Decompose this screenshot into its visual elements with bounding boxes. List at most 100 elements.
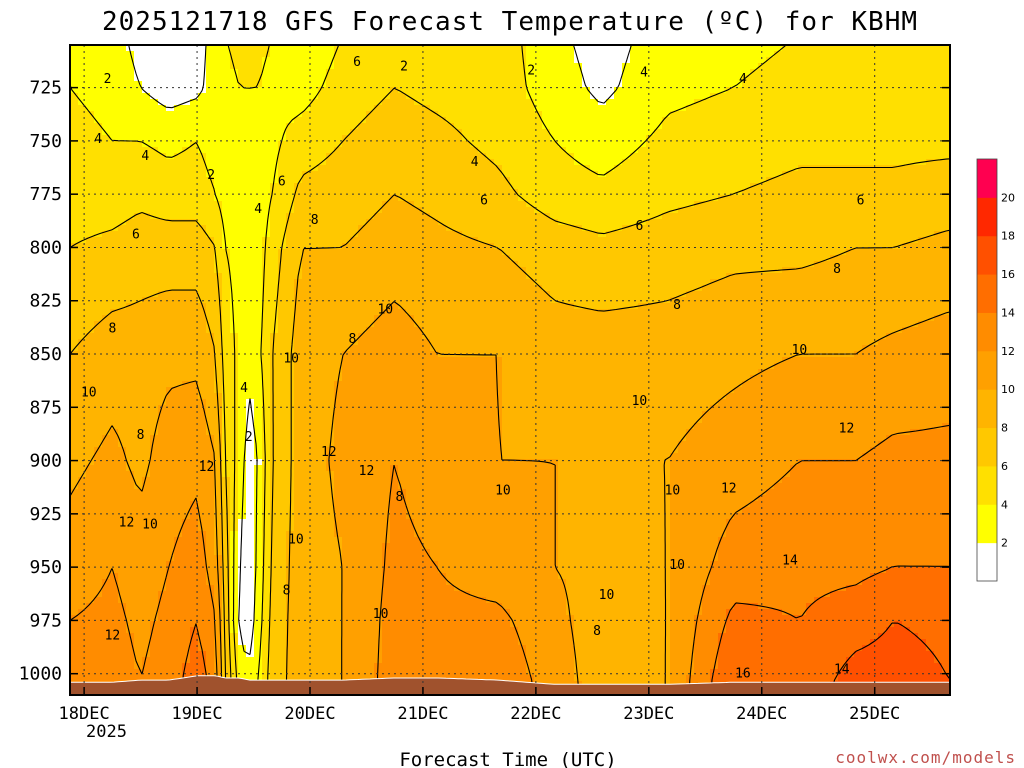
field-cell xyxy=(94,321,103,328)
field-cell xyxy=(398,483,407,490)
field-cell xyxy=(422,351,431,358)
field-cell xyxy=(294,495,303,502)
field-cell xyxy=(366,237,375,244)
field-cell xyxy=(110,537,119,544)
field-cell xyxy=(94,237,103,244)
field-cell xyxy=(390,669,399,676)
field-cell xyxy=(86,399,95,406)
field-cell xyxy=(310,537,319,544)
field-cell xyxy=(270,213,279,220)
field-cell xyxy=(78,411,87,418)
field-cell xyxy=(222,135,231,142)
field-cell xyxy=(254,591,263,598)
field-cell xyxy=(310,549,319,556)
field-cell xyxy=(358,135,367,142)
field-cell xyxy=(182,357,191,364)
field-cell xyxy=(358,639,367,646)
field-cell xyxy=(366,303,375,310)
field-cell xyxy=(318,87,327,94)
field-cell xyxy=(382,141,391,148)
field-cell xyxy=(406,69,415,76)
field-cell xyxy=(230,93,239,100)
field-cell xyxy=(326,69,335,76)
field-cell xyxy=(358,657,367,664)
field-cell xyxy=(246,579,255,586)
field-cell xyxy=(334,663,343,670)
field-cell xyxy=(94,369,103,376)
field-cell xyxy=(342,399,351,406)
field-cell xyxy=(430,123,439,130)
field-cell xyxy=(350,123,359,130)
field-cell xyxy=(390,99,399,106)
field-cell xyxy=(174,111,183,118)
field-cell xyxy=(230,75,239,82)
field-cell xyxy=(430,321,439,328)
field-cell xyxy=(70,63,79,70)
field-cell xyxy=(78,87,87,94)
field-cell xyxy=(350,213,359,220)
field-cell xyxy=(286,375,295,382)
field-cell xyxy=(318,261,327,268)
field-cell xyxy=(230,129,239,136)
field-cell xyxy=(174,657,183,664)
field-cell xyxy=(414,399,423,406)
field-cell xyxy=(342,249,351,256)
field-cell xyxy=(366,87,375,94)
field-cell xyxy=(150,549,159,556)
field-cell xyxy=(406,135,415,142)
field-cell xyxy=(406,435,415,442)
field-cell xyxy=(326,57,335,64)
field-cell xyxy=(190,351,199,358)
field-cell xyxy=(382,447,391,454)
field-cell xyxy=(270,507,279,514)
field-cell xyxy=(190,393,199,400)
field-cell xyxy=(254,483,263,490)
field-cell xyxy=(382,465,391,472)
field-cell xyxy=(166,369,175,376)
field-cell xyxy=(310,303,319,310)
field-cell xyxy=(398,633,407,640)
field-cell xyxy=(302,513,311,520)
field-cell xyxy=(270,501,279,508)
field-cell xyxy=(302,519,311,526)
field-cell xyxy=(86,75,95,82)
field-cell xyxy=(326,309,335,316)
field-cell xyxy=(78,243,87,250)
field-cell xyxy=(310,159,319,166)
field-cell xyxy=(206,537,215,544)
field-cell xyxy=(150,87,159,94)
field-cell xyxy=(206,627,215,634)
field-cell xyxy=(238,591,247,598)
field-cell xyxy=(430,435,439,442)
field-cell xyxy=(118,495,127,502)
field-cell xyxy=(326,111,335,118)
field-cell xyxy=(158,357,167,364)
field-cell xyxy=(174,375,183,382)
field-cell xyxy=(350,387,359,394)
field-cell xyxy=(126,387,135,394)
field-cell xyxy=(294,525,303,532)
field-cell xyxy=(406,657,415,664)
field-cell xyxy=(398,363,407,370)
field-cell xyxy=(214,129,223,136)
field-cell xyxy=(262,267,271,274)
field-cell xyxy=(166,567,175,574)
field-cell xyxy=(286,189,295,196)
field-cell xyxy=(294,177,303,184)
field-cell xyxy=(358,567,367,574)
field-cell xyxy=(430,477,439,484)
field-cell xyxy=(142,357,151,364)
field-cell xyxy=(70,393,79,400)
field-cell xyxy=(102,243,111,250)
field-cell xyxy=(414,663,423,670)
field-cell xyxy=(398,429,407,436)
field-cell xyxy=(262,393,271,400)
field-cell xyxy=(382,513,391,520)
field-cell xyxy=(238,201,247,208)
field-cell xyxy=(342,123,351,130)
field-cell xyxy=(150,219,159,226)
field-cell xyxy=(262,147,271,154)
field-cell xyxy=(270,345,279,352)
field-cell xyxy=(422,369,431,376)
field-cell xyxy=(374,45,383,52)
